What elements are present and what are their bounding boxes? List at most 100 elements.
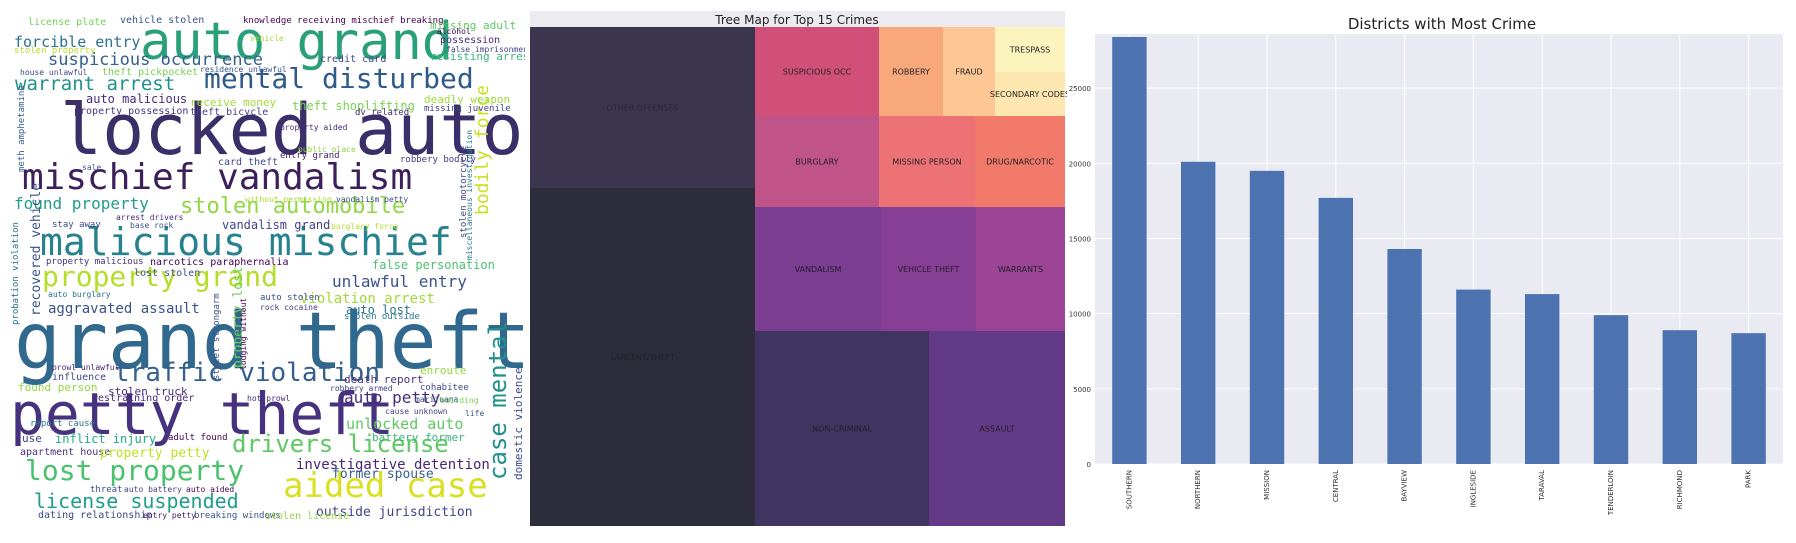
x-tick-label: SOUTHERN bbox=[1125, 470, 1133, 509]
x-tick-label: MISSION bbox=[1263, 470, 1271, 500]
word-cloud-word: auto burglary bbox=[48, 290, 111, 299]
word-cloud-word: missing adult bbox=[430, 19, 517, 32]
word-cloud-word: found person bbox=[18, 381, 98, 394]
word-cloud-word: cohabitee bbox=[420, 383, 469, 393]
word-cloud-word: stolen truck bbox=[108, 385, 188, 398]
word-cloud-word: influence bbox=[52, 372, 107, 383]
x-tick-label: TARAVAL bbox=[1538, 470, 1546, 502]
treemap-cell bbox=[755, 116, 879, 207]
treemap-cell bbox=[755, 331, 929, 526]
word-cloud-word: house unlawful bbox=[20, 68, 88, 77]
word-cloud-word: knowledge receiving mischief breaking bbox=[243, 16, 444, 26]
word-cloud-word: dv related bbox=[355, 108, 410, 118]
word-cloud-word: probation violation bbox=[11, 222, 21, 325]
treemap-cell bbox=[995, 27, 1065, 72]
word-cloud-word: locked auto bbox=[60, 89, 524, 171]
treemap-cell bbox=[530, 188, 755, 526]
treemap-cell-label: TRESPASS bbox=[1009, 46, 1051, 55]
bar bbox=[1249, 170, 1285, 464]
treemap-cell bbox=[975, 116, 1065, 207]
treemap-cell-label: LARCENY/THEFT bbox=[610, 353, 675, 362]
word-cloud-word: deadly weapon bbox=[424, 93, 511, 106]
word-cloud-word: rock cocaine bbox=[260, 303, 318, 312]
word-cloud-word: lodging without bbox=[239, 297, 248, 370]
word-cloud-word: suspicious occurrence bbox=[48, 50, 263, 70]
treemap-cell-label: DRUG/NARCOTIC bbox=[986, 158, 1054, 167]
y-tick-label: 10000 bbox=[1069, 311, 1091, 319]
word-cloud-word: hot prowl bbox=[247, 394, 291, 403]
y-tick-label: 5000 bbox=[1073, 386, 1091, 394]
x-tick-label: NORTHERN bbox=[1194, 470, 1202, 509]
word-cloud-word: violation arrest bbox=[300, 291, 435, 307]
bar bbox=[1456, 289, 1491, 464]
treemap-chart: Tree Map for Top 15 Crimes OTHER OFFENSE… bbox=[530, 11, 1070, 526]
word-cloud-word: auto stolen bbox=[260, 293, 320, 303]
word-cloud-word: narcotics paraphernalia bbox=[150, 257, 289, 268]
word-cloud-word: credit card bbox=[320, 54, 387, 65]
word-cloud-word: meth amphetamine bbox=[17, 85, 27, 172]
bar bbox=[1112, 37, 1147, 465]
word-cloud-word: lost stolen bbox=[134, 268, 201, 279]
word-cloud-word: lost property bbox=[25, 454, 245, 487]
word-cloud-word: stolen license bbox=[265, 511, 350, 522]
word-cloud-word: stolen outside bbox=[344, 312, 420, 322]
y-tick-label: 20000 bbox=[1069, 160, 1091, 168]
treemap-cell-label: SECONDARY CODES bbox=[990, 90, 1067, 99]
word-cloud-word: battery former bbox=[372, 431, 465, 444]
word-cloud-word: death report bbox=[344, 373, 424, 386]
word-cloud-word: robbery armed bbox=[330, 384, 393, 393]
y-tick-label: 25000 bbox=[1069, 85, 1091, 93]
word-cloud-word: apartment house bbox=[20, 447, 111, 458]
word-cloud-word: use bbox=[22, 432, 42, 445]
word-cloud-word: adult found bbox=[168, 433, 228, 443]
word-cloud-panel: grand theft locked auto petty theft auto gr… bbox=[0, 0, 525, 539]
word-cloud-word: malicious mischief bbox=[40, 220, 452, 264]
word-cloud-word: license suspended bbox=[34, 489, 239, 513]
word-cloud-word: burglary force bbox=[331, 222, 399, 231]
word-cloud-word: theft pickpocket bbox=[102, 67, 199, 78]
treemap-cell-label: SUSPICIOUS OCC bbox=[783, 68, 852, 77]
word-cloud-word: report cause bbox=[30, 419, 96, 429]
word-cloud-word: miscellaneous investigation bbox=[465, 129, 474, 260]
word-cloud-word: robbery bodily bbox=[400, 155, 476, 165]
word-cloud-word: property malicious bbox=[46, 257, 144, 267]
word-cloud-word: domestic violence bbox=[512, 367, 525, 480]
treemap-cell-label: VEHICLE THEFT bbox=[898, 265, 960, 274]
treemap-title: Tree Map for Top 15 Crimes bbox=[714, 13, 878, 27]
word-cloud-word: grand theft bbox=[14, 297, 525, 387]
word-cloud-word: unlocked auto bbox=[346, 415, 464, 433]
treemap-cell bbox=[755, 207, 881, 331]
word-cloud-word: theft shoplifting bbox=[292, 99, 415, 113]
word-cloud-word: stay away bbox=[52, 220, 101, 230]
word-cloud-word: recovered vehicle bbox=[29, 182, 44, 316]
treemap-cell bbox=[929, 331, 1065, 526]
word-cloud-word: investigative detention bbox=[296, 457, 490, 473]
bar bbox=[1318, 197, 1353, 465]
treemap-cell-label: MISSING PERSON bbox=[892, 158, 961, 167]
word-cloud-word: false imprisonment bbox=[446, 45, 525, 54]
treemap-cell bbox=[943, 27, 995, 116]
x-tick-label: RICHMOND bbox=[1676, 470, 1684, 509]
word-cloud-word: stolen property bbox=[14, 46, 96, 56]
word-cloud-word: found property bbox=[14, 194, 149, 213]
word-cloud-word: dating relationship bbox=[38, 510, 153, 521]
bar bbox=[1731, 333, 1766, 464]
treemap-cell-label: NON-CRIMINAL bbox=[812, 425, 872, 434]
word-cloud-word: aided case bbox=[283, 466, 488, 506]
treemap-cell bbox=[881, 207, 976, 331]
y-tick-label: 0 bbox=[1087, 461, 1091, 469]
word-cloud-word: enroute bbox=[420, 364, 467, 377]
word-cloud-word: outside jurisdiction bbox=[316, 505, 473, 520]
bar-chart-panel: Districts with Most Crime 0 5000 10000 1500… bbox=[1067, 0, 1796, 539]
word-cloud-word: former spouse bbox=[332, 467, 434, 482]
bar-plot-area: 0 5000 10000 15000 20000 25000 SOUTHERN NORTHER… bbox=[1069, 34, 1783, 516]
x-tick-label: PARK bbox=[1745, 470, 1753, 488]
word-cloud-word: vehicle stolen bbox=[120, 15, 205, 26]
word-cloud-word: breaking windows bbox=[194, 511, 281, 521]
word-cloud-word: forcible entry bbox=[14, 33, 141, 51]
word-cloud-word: auto aided bbox=[186, 485, 235, 494]
word-cloud-word: property possession bbox=[74, 106, 189, 117]
bar bbox=[1387, 249, 1422, 464]
bar-chart: Districts with Most Crime 0 5000 10000 1500… bbox=[1069, 15, 1783, 516]
word-cloud-word: marijuana bbox=[415, 395, 459, 404]
